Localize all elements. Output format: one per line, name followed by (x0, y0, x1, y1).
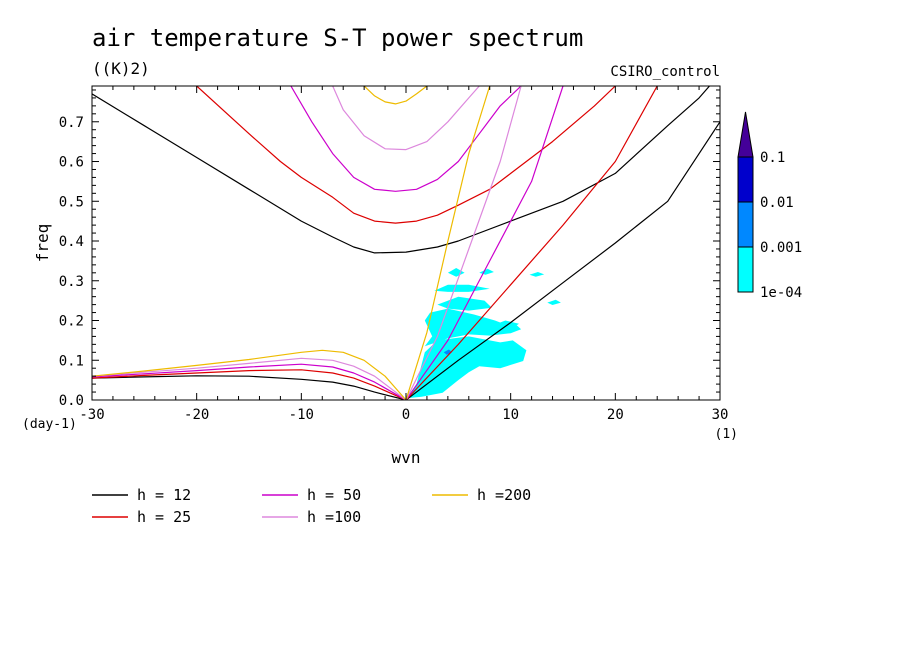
y-tick-label: 0.1 (59, 353, 84, 369)
colorbar-level-label: 0.1 (760, 150, 785, 166)
curve-kelvin-4 (405, 86, 491, 400)
curve-rossby-3 (92, 357, 407, 400)
x-tick-label: -30 (79, 407, 104, 423)
legend-label: h = 12 (137, 486, 191, 504)
y-tick-label: 0.0 (59, 393, 84, 409)
colorbar-segment (737, 246, 754, 293)
curve-kelvin-3 (405, 86, 522, 400)
spectrum-patch-4 (447, 268, 465, 277)
plot-frame (91, 85, 721, 401)
curve-inertia-gravity-0 (92, 86, 710, 254)
curve-rossby-2 (92, 363, 407, 400)
curve-inertia-gravity-2 (290, 86, 522, 192)
spectrum-patches (409, 268, 561, 398)
curve-inertia-gravity-1 (196, 86, 616, 224)
curve-kelvin-1 (405, 86, 658, 400)
x-tick-labels: -30 -20 -10 0 10 20 30 (79, 407, 728, 423)
curve-rossby-1 (92, 369, 407, 400)
spectrum-patch-8 (529, 272, 545, 277)
legend-label: h =200 (477, 486, 531, 504)
spectrum-patch-9 (443, 349, 453, 355)
y-tick-label: 0.5 (59, 194, 84, 210)
curve-kelvin-2 (405, 86, 564, 400)
spectrum-patch-7 (547, 299, 561, 305)
x-tick-label: 30 (712, 407, 729, 423)
colorbar-segment (737, 201, 754, 248)
colorbar-max-triangle (737, 111, 754, 158)
y-tick-label: 0.6 (59, 155, 84, 171)
colorbar-level-label: 0.001 (760, 240, 802, 256)
curve-rossby-4 (92, 349, 407, 400)
spectrum-patch-5 (489, 320, 519, 330)
x-unit-label: (1) (715, 427, 738, 442)
y-unit-label: (day-1) (22, 417, 77, 432)
y-axis-label: freq (33, 224, 52, 263)
x-tick-label: 0 (402, 407, 410, 423)
legend-label: h =100 (307, 508, 361, 526)
y-tick-labels: 0.0 0.1 0.2 0.3 0.4 0.5 0.6 0.7 (59, 115, 84, 409)
curve-inertia-gravity-4 (363, 86, 428, 105)
x-axis-label: wvn (392, 448, 421, 467)
spectrum-patch-0 (409, 336, 527, 398)
curve-rossby-0 (92, 375, 407, 400)
colorbar-level-label: 1e-04 (760, 285, 802, 301)
x-tick-label: 20 (607, 407, 624, 423)
spectrum-patch-3 (434, 284, 490, 292)
curve-inertia-gravity-3 (332, 86, 480, 151)
dispersion-curves (92, 86, 720, 400)
y-tick-label: 0.4 (59, 234, 84, 250)
colorbar-segment (737, 156, 754, 203)
axis-ticks (91, 86, 721, 401)
legend-label: h = 25 (137, 508, 191, 526)
run-label: CSIRO_control (610, 64, 720, 80)
colorbar-level-label: 0.01 (760, 195, 794, 211)
x-tick-label: 10 (502, 407, 519, 423)
y-tick-label: 0.3 (59, 274, 84, 290)
legend: h = 12 h = 25 h = 50 h =100 h =200 (92, 486, 531, 526)
x-tick-label: -20 (184, 407, 209, 423)
spectrum-patch-6 (479, 268, 494, 275)
curve-kelvin-0 (405, 121, 720, 400)
x-tick-label: -10 (289, 407, 314, 423)
y-tick-label: 0.7 (59, 115, 84, 131)
legend-label: h = 50 (307, 486, 361, 504)
chart-subtitle: ((K)2) (92, 59, 150, 78)
y-tick-label: 0.2 (59, 314, 84, 330)
chart-title: air temperature S-T power spectrum (92, 24, 583, 52)
colorbar: 1e-04 0.001 0.01 0.1 (737, 111, 802, 301)
